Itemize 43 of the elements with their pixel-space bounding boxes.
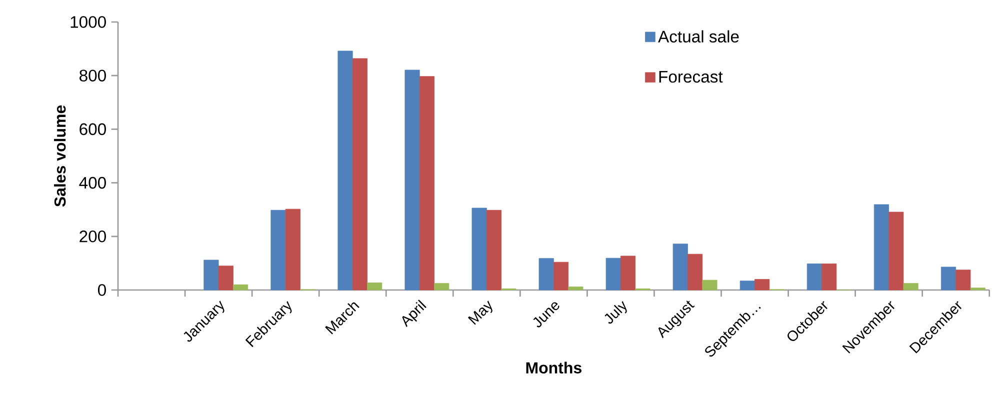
bar	[740, 280, 755, 290]
bar	[672, 244, 688, 290]
bar	[218, 266, 234, 290]
bar	[702, 280, 718, 290]
bar	[568, 286, 584, 290]
bar	[553, 262, 569, 290]
bar	[486, 210, 502, 290]
bar	[970, 288, 986, 290]
bar	[956, 270, 971, 290]
bar	[888, 212, 904, 290]
bar	[874, 204, 889, 290]
bar	[419, 76, 434, 290]
bar	[688, 254, 703, 290]
bar	[903, 283, 918, 290]
bar	[822, 264, 837, 290]
y-tick-label: 600	[80, 123, 106, 136]
bar	[285, 208, 300, 290]
bar	[204, 260, 219, 290]
x-axis-title: Months	[526, 362, 582, 374]
bar	[620, 256, 636, 290]
y-tick-label: 800	[80, 70, 106, 82]
legend-label: Actual sale	[658, 30, 739, 43]
bar	[434, 283, 450, 290]
bar	[233, 284, 248, 290]
y-tick-label: 1000	[70, 16, 106, 28]
bar	[404, 70, 420, 290]
y-tick-label: 200	[80, 230, 106, 242]
bar	[367, 282, 382, 290]
bar	[352, 58, 368, 290]
bar	[472, 208, 487, 290]
bar	[940, 266, 956, 290]
y-tick-label: 400	[79, 176, 106, 189]
bar	[806, 264, 822, 290]
y-tick-label: 0	[98, 284, 106, 296]
bar	[270, 210, 286, 290]
bar	[338, 50, 353, 290]
bar	[606, 258, 621, 290]
bar	[538, 258, 554, 290]
legend-label: Forecast	[659, 71, 723, 83]
y-axis-title: Sales volume	[54, 105, 66, 207]
bar	[754, 279, 770, 290]
x-tick-label: May	[468, 300, 492, 325]
x-tick-label: July	[604, 300, 627, 324]
